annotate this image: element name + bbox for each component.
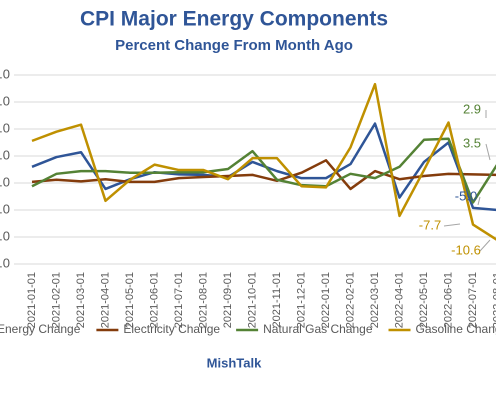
data-annotation: 2.9 xyxy=(463,101,481,116)
x-tick-label: 2021-02-01 xyxy=(50,272,62,328)
legend-label: Gasoline Change xyxy=(416,322,496,336)
leader-line xyxy=(477,196,481,206)
x-tick-label: 2022-05-01 xyxy=(418,272,430,328)
y-tick-label: 5.0 xyxy=(0,147,10,162)
x-tick-label: 2022-06-01 xyxy=(442,272,454,328)
series-line xyxy=(31,137,496,204)
x-tick-label: 2022-01-01 xyxy=(320,272,332,328)
data-annotation: -10.6 xyxy=(451,242,481,257)
y-tick-label: 10.0 xyxy=(0,120,10,135)
leader-line xyxy=(479,239,491,252)
y-tick-label: 15.0 xyxy=(0,93,10,108)
x-tick-label: 2021-01-01 xyxy=(26,272,38,328)
x-tick-label: 2021-12-01 xyxy=(295,272,307,328)
x-tick-label: 2022-04-01 xyxy=(393,272,405,328)
x-tick-label: 2021-03-01 xyxy=(75,272,87,328)
x-tick-label: 2021-10-01 xyxy=(246,272,258,328)
legend-label: Electricity Change xyxy=(123,322,220,336)
y-tick-label: 20.0 xyxy=(0,66,10,81)
legend-label: Natural Gas Change xyxy=(263,322,373,336)
x-tick-label: 2021-07-01 xyxy=(173,272,185,328)
data-annotation: 3.5 xyxy=(463,135,481,150)
data-annotation: -7.7 xyxy=(419,217,441,232)
y-tick-label: -5.0 xyxy=(0,201,10,216)
x-tick-label: 2021-08-01 xyxy=(197,272,209,328)
x-tick-label: 2021-09-01 xyxy=(222,272,234,328)
leader-line xyxy=(485,143,491,161)
x-tick-label: 2022-02-01 xyxy=(344,272,356,328)
data-annotation: -5.0 xyxy=(455,188,477,203)
x-tick-label: 2022-08-01 xyxy=(491,272,496,328)
y-tick-label: -15.0 xyxy=(0,255,10,270)
y-tick-label: 0.0 xyxy=(0,174,10,189)
x-tick-label: 2021-06-01 xyxy=(148,272,160,328)
chart-subtitle: Percent Change From Month Ago xyxy=(115,37,353,54)
x-tick-label: 2022-03-01 xyxy=(369,272,381,328)
series-line xyxy=(31,82,496,241)
chart-title: CPI Major Energy Components xyxy=(80,8,388,31)
x-tick-label: 2021-04-01 xyxy=(99,272,111,328)
x-tick-label: 2022-07-01 xyxy=(467,272,479,328)
legend-label: Energy Change xyxy=(0,322,81,336)
x-tick-label: 2021-05-01 xyxy=(124,272,136,328)
y-tick-label: -10.0 xyxy=(0,228,10,243)
leader-line xyxy=(443,223,461,227)
x-tick-label: 2021-11-01 xyxy=(271,272,283,327)
source-label: MishTalk xyxy=(207,355,262,370)
